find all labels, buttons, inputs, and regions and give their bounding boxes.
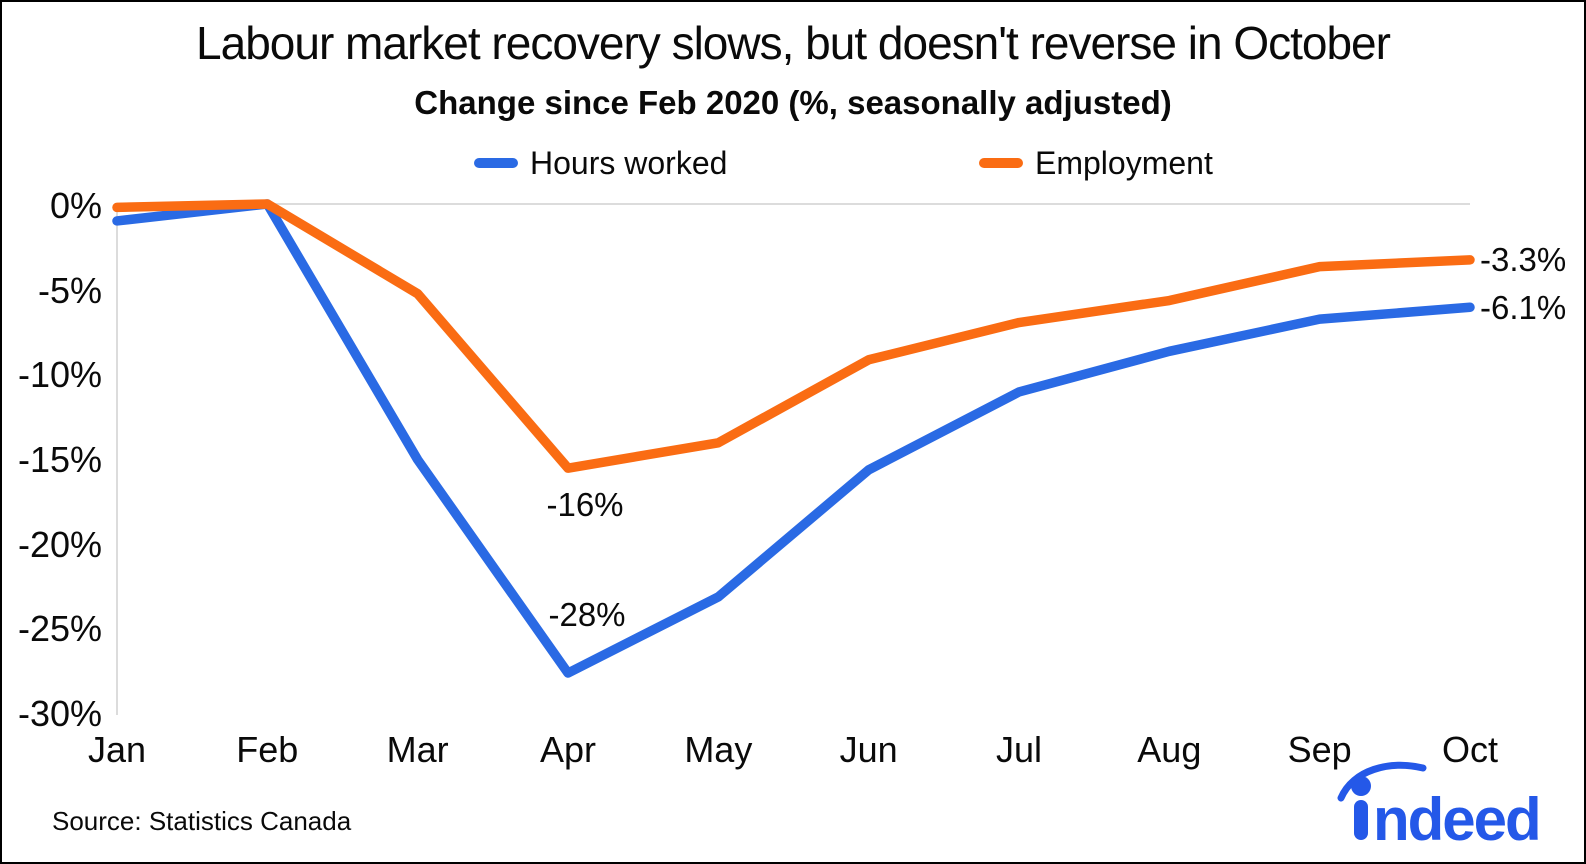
- indeed-logo: ndeed: [1337, 761, 1542, 853]
- x-tick-label: Sep: [1287, 729, 1352, 770]
- legend-label-hours-worked: Hours worked: [530, 144, 728, 181]
- hours-worked-line: [112, 199, 1475, 678]
- x-tick-label: Aug: [1137, 729, 1202, 770]
- x-tick-label: Apr: [539, 729, 597, 770]
- y-tick-label: -25%: [17, 608, 102, 650]
- x-tick-label: Jan: [87, 729, 147, 770]
- employment-line: [112, 199, 1475, 473]
- source-note: Source: Statistics Canada: [52, 806, 352, 836]
- employment-end-value-label: -3.3%: [1480, 241, 1567, 278]
- x-tick-label: Jul: [995, 729, 1043, 770]
- chart-title: Labour market recovery slows, but doesn'…: [196, 17, 1391, 69]
- y-tick-label: -15%: [17, 439, 102, 480]
- indeed-swoosh-icon: [1337, 761, 1427, 802]
- hours-april-annotation: -28%: [548, 596, 626, 633]
- hours-worked-swatch-icon: [474, 158, 518, 168]
- indeed-wordmark: ndeed: [1373, 786, 1540, 853]
- y-tick-label: -5%: [37, 269, 102, 311]
- legend-item-employment: Employment: [979, 144, 1213, 181]
- y-tick-label: -20%: [17, 523, 102, 565]
- legend-item-hours-worked: Hours worked: [474, 144, 728, 181]
- x-tick-label: Feb: [236, 729, 299, 770]
- y-tick-label: -10%: [17, 354, 102, 396]
- y-tick-label: 0%: [49, 185, 102, 226]
- employment-swatch-icon: [979, 158, 1023, 168]
- legend-label-employment: Employment: [1035, 144, 1213, 181]
- employment-april-annotation: -16%: [546, 486, 624, 523]
- x-tick-label: Oct: [1441, 729, 1498, 770]
- y-tick-label: -30%: [17, 693, 102, 734]
- chart-subtitle: Change since Feb 2020 (%, seasonally adj…: [414, 84, 1172, 121]
- x-tick-label: Mar: [386, 729, 449, 770]
- x-tick-label: Jun: [839, 729, 898, 770]
- x-tick-label: May: [684, 729, 753, 770]
- hours-end-value-label: -6.1%: [1480, 289, 1567, 326]
